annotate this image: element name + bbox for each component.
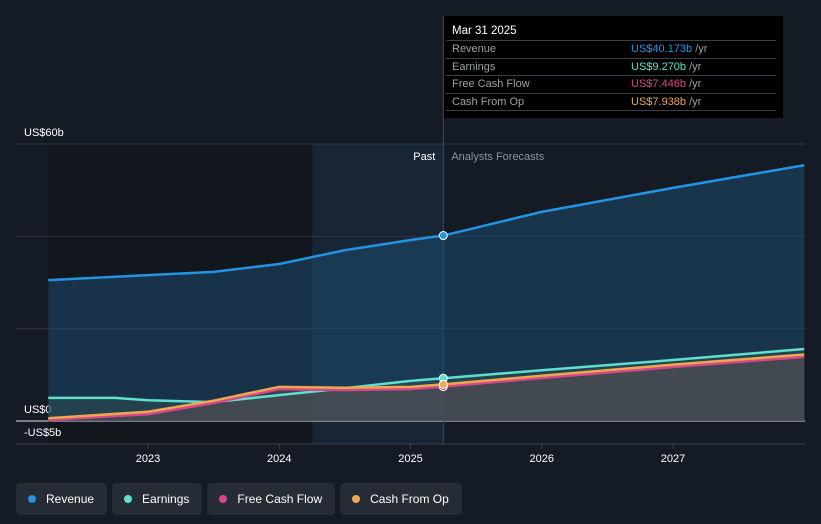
- tooltip-row: Earnings US$9.270b /yr: [446, 57, 776, 76]
- point-revenue[interactable]: [438, 231, 448, 241]
- tooltip-label: Free Cash Flow: [452, 78, 530, 90]
- legend-label: Free Cash Flow: [237, 492, 323, 506]
- tooltip-label: Cash From Op: [452, 95, 525, 108]
- tooltip-label: Revenue: [452, 43, 497, 55]
- x-tick-label: 2027: [661, 453, 685, 465]
- tooltip-row: Revenue US$40.173b /yr: [446, 40, 776, 58]
- tooltip-row: Cash From Op US$7.938b /yr: [446, 92, 776, 111]
- legend-item-cash-from-op[interactable]: Cash From Op: [340, 483, 462, 515]
- tooltip-label: Earnings: [452, 60, 496, 73]
- past-label: Past: [413, 151, 435, 163]
- y-tick-label: -US$5b: [24, 427, 61, 439]
- legend-dot-icon: [124, 495, 133, 503]
- legend-dot-icon: [352, 495, 361, 503]
- legend-item-earnings[interactable]: Earnings: [112, 483, 203, 515]
- forecast-label: Analysts Forecasts: [451, 151, 544, 163]
- x-tick-label: 2026: [530, 453, 554, 465]
- y-tick-label: US$60b: [24, 127, 64, 139]
- legend-dot-icon: [219, 495, 228, 503]
- x-tick-label: 2025: [398, 453, 422, 465]
- legend-dot-icon: [28, 495, 36, 503]
- point-cash-from-op[interactable]: [438, 379, 448, 389]
- line-cash-from-op: [48, 353, 805, 420]
- area-revenue: [48, 165, 805, 421]
- line-free-cash-flow: [48, 355, 805, 422]
- legend-item-free-cash-flow[interactable]: Free Cash Flow: [207, 483, 336, 515]
- x-tick-label: 2024: [267, 453, 291, 465]
- legend-label: Revenue: [46, 492, 95, 506]
- x-tick-label: 2023: [136, 453, 160, 465]
- line-revenue: [48, 163, 805, 282]
- legend: Revenue Earnings Free Cash Flow Cash From O…: [16, 483, 462, 515]
- legend-item-revenue[interactable]: Revenue: [16, 483, 108, 515]
- legend-label: Earnings: [142, 492, 190, 506]
- tooltip: Mar 31 2025 Revenue US$40.173b /yr Earning…: [444, 16, 783, 118]
- y-tick-label: US$0: [24, 404, 52, 416]
- tooltip-value: US$7.446b /yr: [631, 78, 702, 90]
- tooltip-row: Free Cash Flow US$7.446b /yr: [446, 75, 776, 93]
- legend-label: Cash From Op: [370, 492, 449, 506]
- tooltip-value: US$9.270b /yr: [631, 60, 702, 73]
- tooltip-date: Mar 31 2025: [452, 25, 517, 37]
- tooltip-value: US$40.173b /yr: [631, 43, 708, 55]
- tooltip-value: US$7.938b /yr: [631, 95, 702, 108]
